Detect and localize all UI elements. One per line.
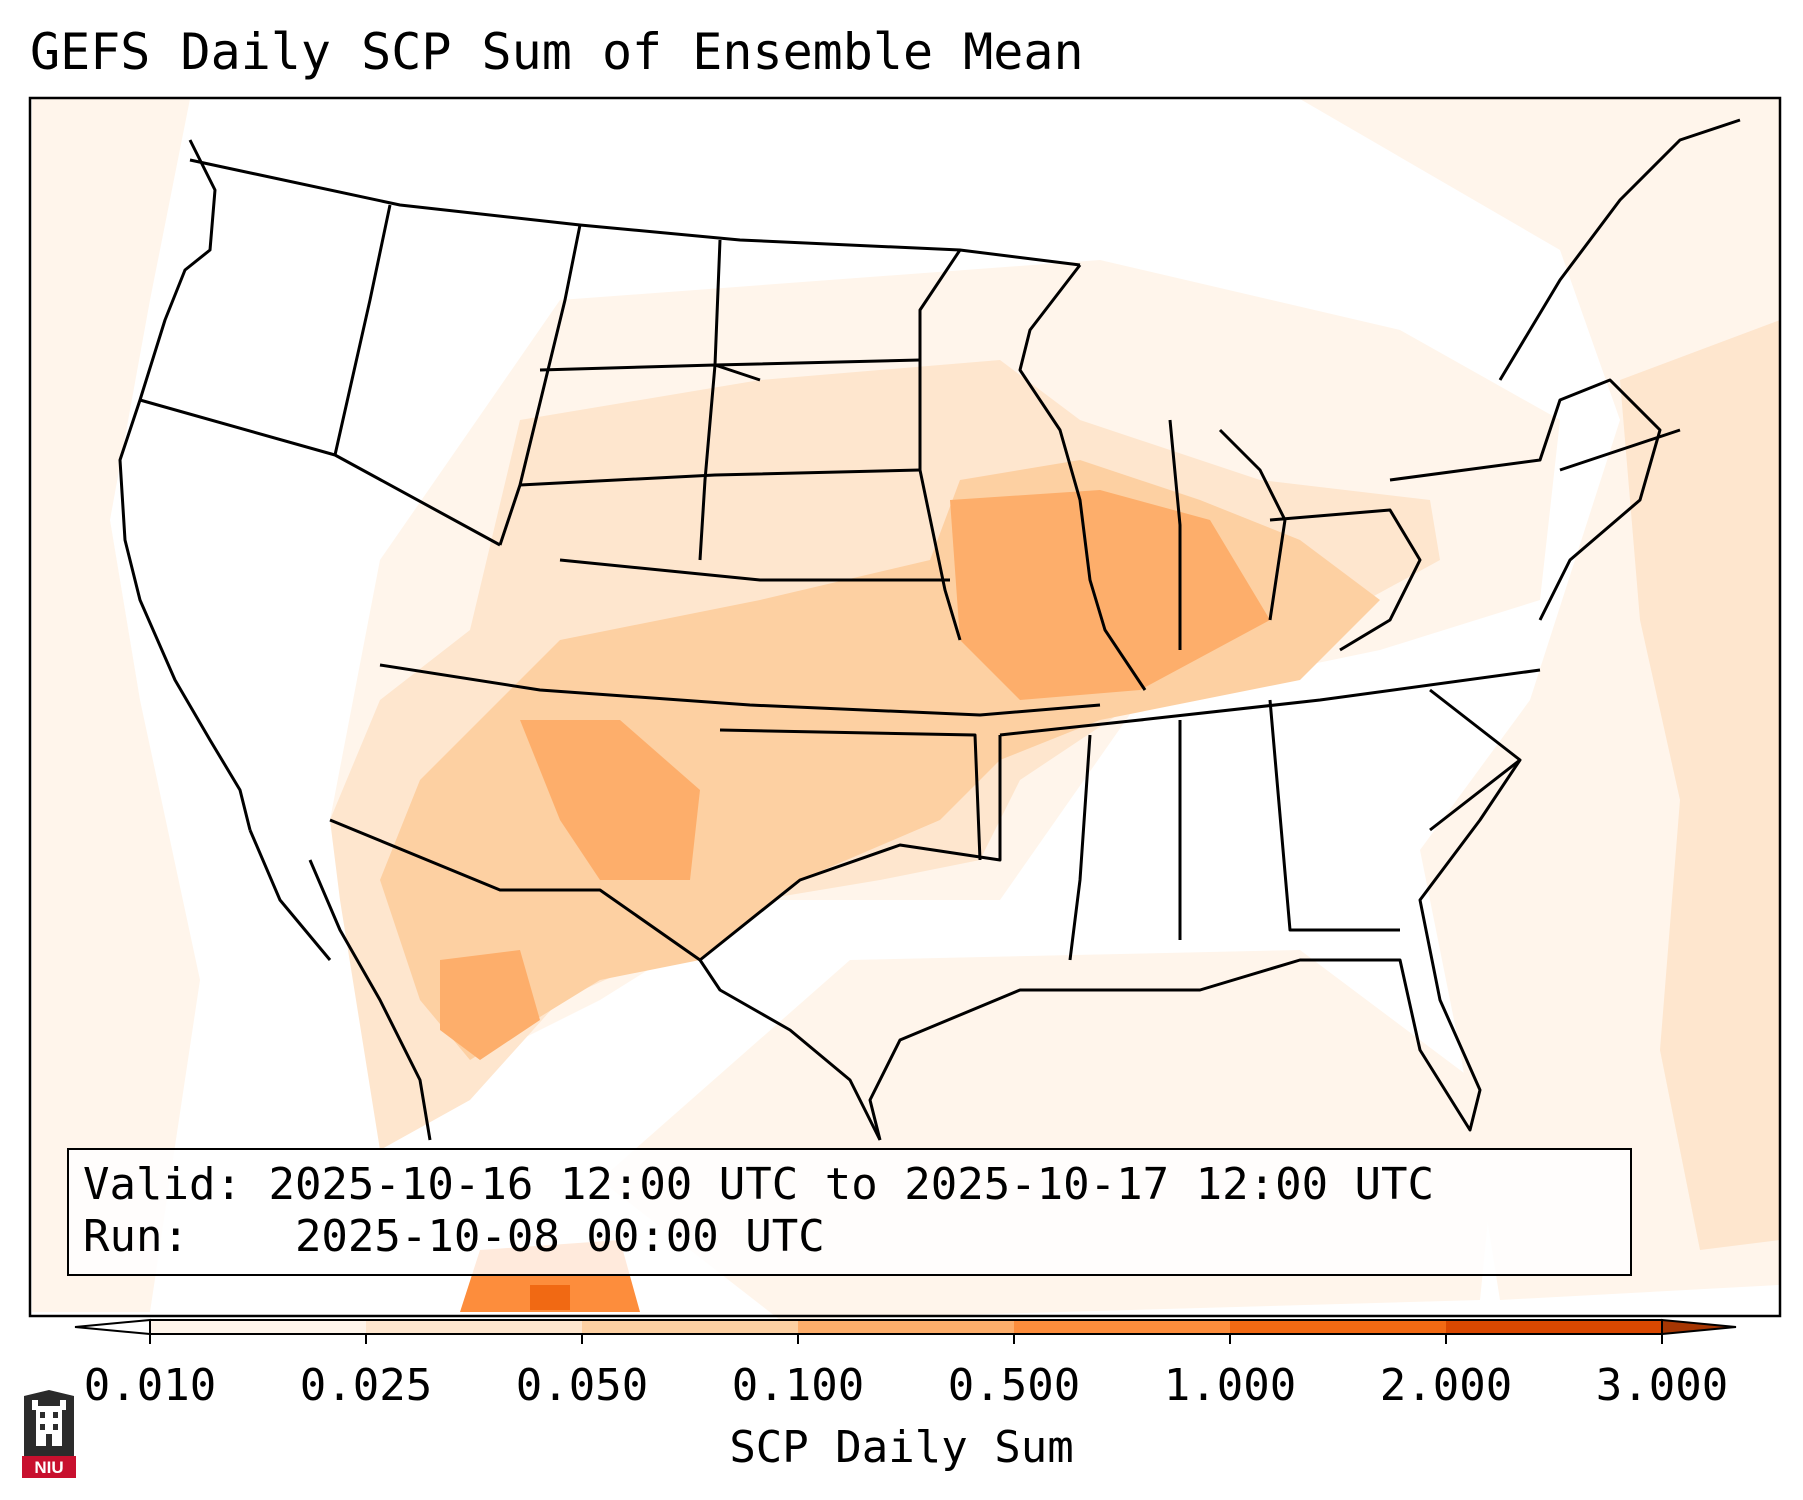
colorbar-seg-2 — [582, 1320, 798, 1334]
colorbar-tick-label: 2.000 — [1379, 1360, 1513, 1411]
canada-border — [189, 158, 1081, 267]
shade-core-southwest — [520, 720, 700, 880]
colorbar-seg-6 — [1446, 1320, 1662, 1334]
colorbar-seg-3 — [798, 1320, 1014, 1334]
colorbar-tick-label: 0.010 — [83, 1360, 217, 1411]
shade-medium-light-east — [1620, 320, 1780, 1250]
great-lakes-west — [1018, 264, 1147, 691]
shade-core-midwest — [950, 490, 1270, 700]
texas-gulf — [698, 959, 882, 1141]
colorbar-tick-label: 0.100 — [731, 1360, 865, 1411]
colorbar-tick-label: 3.000 — [1595, 1360, 1729, 1411]
validity-info-box: Valid: 2025-10-16 12:00 UTC to 2025-10-1… — [67, 1148, 1632, 1276]
colorbar-tick-label: 1.000 — [1163, 1360, 1297, 1411]
pacific-coastline — [118, 139, 252, 831]
run-line: Run: 2025-10-08 00:00 UTC — [83, 1212, 825, 1262]
valid-label: Valid: — [83, 1159, 242, 1210]
colorbar — [74, 1318, 1737, 1344]
colorbar-tick-label: 0.025 — [299, 1360, 433, 1411]
svg-text:NIU: NIU — [34, 1458, 63, 1477]
map-frame — [28, 96, 1782, 1318]
colorbar-extend-max — [1661, 1318, 1737, 1336]
colorbar-seg-0 — [150, 1320, 366, 1334]
shade-core-mexico — [440, 950, 540, 1060]
mexico-west — [248, 829, 432, 1141]
colorbar-tick-label: 0.050 — [515, 1360, 649, 1411]
colorbar-extend-min — [74, 1318, 151, 1336]
colorbar-ticks — [149, 1334, 1663, 1344]
ohio-valley — [1168, 419, 1422, 652]
northeast — [1389, 118, 1741, 621]
northern-plains-rows — [333, 204, 962, 641]
colorbar-tick-label: 0.500 — [947, 1360, 1081, 1411]
northern-tier-rows — [139, 358, 921, 547]
run-value: 2025-10-08 00:00 UTC — [294, 1211, 825, 1262]
deep-south — [1068, 688, 1522, 961]
shade-light-west — [32, 99, 200, 1312]
tennessee-row — [999, 668, 1541, 737]
state-boundaries — [118, 118, 1741, 1141]
niu-logo-icon: NIU — [22, 1390, 76, 1478]
colorbar-title: SCP Daily Sum — [729, 1422, 1074, 1473]
chart-title: GEFS Daily SCP Sum of Ensemble Mean — [30, 23, 1084, 81]
colorbar-seg-1 — [366, 1320, 582, 1334]
run-label: Run: — [83, 1211, 189, 1262]
colorbar-seg-5 — [1230, 1320, 1446, 1334]
southern-tier-rows — [329, 728, 1002, 962]
atlantic-coastline — [868, 759, 1522, 1141]
colorbar-seg-4 — [1014, 1320, 1230, 1334]
valid-value: 2025-10-16 12:00 UTC to 2025-10-17 12:00… — [268, 1159, 1435, 1210]
central-tier-rows — [379, 558, 1101, 717]
valid-line: Valid: 2025-10-16 12:00 UTC to 2025-10-1… — [83, 1160, 1434, 1210]
